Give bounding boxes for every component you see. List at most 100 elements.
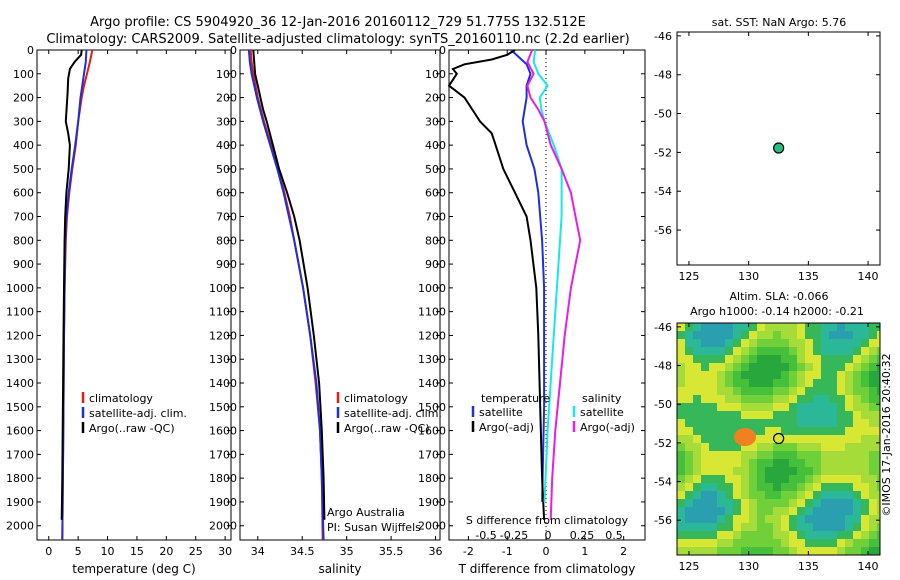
sla-cell [709, 507, 717, 515]
sla-cell [821, 339, 829, 347]
sla-cell [821, 547, 829, 555]
sla-cell [797, 467, 805, 475]
sla-cell [837, 331, 845, 339]
sla-cell [749, 395, 757, 403]
sla-cell [725, 323, 733, 331]
sla-cell [861, 435, 869, 443]
sla-cell [813, 387, 821, 395]
sla-cell [853, 499, 861, 507]
sla-cell [765, 411, 773, 419]
sla-cell [709, 531, 717, 539]
sla-cell [797, 483, 805, 491]
sla-cell [829, 483, 837, 491]
sla-cell [685, 355, 693, 363]
sla-cell [853, 363, 861, 371]
sla-cell [677, 507, 685, 515]
sla-cell [869, 419, 877, 427]
depth-tick-label-difference: 400 [425, 139, 446, 152]
sla-cell [733, 491, 741, 499]
sla-cell [845, 323, 853, 331]
sla-cell [749, 331, 757, 339]
sla-cell [717, 539, 725, 547]
sla-cell [709, 395, 717, 403]
sla-cell [677, 435, 685, 443]
sla-cell [845, 403, 853, 411]
sla-cell [725, 459, 733, 467]
sla-cell [821, 459, 829, 467]
sla-cell [693, 475, 701, 483]
sla-cell [805, 379, 813, 387]
sla-cell [797, 443, 805, 451]
sla-cell [685, 395, 693, 403]
sla-cell [749, 483, 757, 491]
sla-cell [717, 523, 725, 531]
sla-cell [869, 443, 877, 451]
sla-cell [805, 355, 813, 363]
sla-cell [781, 523, 789, 531]
sla-cell [861, 507, 869, 515]
sla-cell [773, 435, 781, 443]
sla-cell [725, 403, 733, 411]
sla-cell [741, 363, 749, 371]
sla-cell [733, 411, 741, 419]
sla-cell [749, 547, 757, 555]
imos-copyright-label: ©IMOS 17-Jan-2016 20:40:32 [880, 353, 893, 516]
sla-cell [717, 347, 725, 355]
sla-cell [781, 483, 789, 491]
sla-cell [685, 331, 693, 339]
sla-cell [709, 323, 717, 331]
sla-cell [837, 387, 845, 395]
sla-cell [853, 355, 861, 363]
sla-cell [757, 483, 765, 491]
sla-cell [797, 531, 805, 539]
sla-cell [837, 363, 845, 371]
sla-cell [829, 523, 837, 531]
sla-cell [821, 331, 829, 339]
x-tick-top-label-difference: 0.5 [605, 529, 623, 542]
sla-cell [709, 355, 717, 363]
sla-cell [741, 451, 749, 459]
sla-cell [685, 499, 693, 507]
sla-cell [693, 491, 701, 499]
map-y-tick-label-sst-map: -48 [654, 69, 672, 82]
sla-cell [773, 539, 781, 547]
depth-tick-label-difference: 1000 [418, 282, 446, 295]
legend-diff-temperature-label-1: Argo(-adj) [479, 421, 534, 434]
map-x-tick-label-sst-map: 125 [678, 270, 699, 283]
sla-cell [821, 451, 829, 459]
annotation-pi: PI: Susan Wijffels [327, 521, 421, 534]
argo-position-marker-sst-map [773, 142, 785, 154]
sla-cell [677, 339, 685, 347]
sla-cell [869, 395, 877, 403]
sla-cell [685, 523, 693, 531]
sla-cell [765, 363, 773, 371]
sla-cell [733, 531, 741, 539]
sla-cell [837, 427, 845, 435]
sla-cell [757, 499, 765, 507]
sla-cell [845, 363, 853, 371]
sla-cell [837, 499, 845, 507]
sla-cell [717, 507, 725, 515]
sla-cell [829, 443, 837, 451]
x-tick-label-temperature: 10 [101, 545, 115, 558]
sla-cell [821, 411, 829, 419]
sla-cell [813, 419, 821, 427]
sla-cell [853, 387, 861, 395]
sla-cell [773, 339, 781, 347]
sla-cell [709, 387, 717, 395]
sla-cell [685, 475, 693, 483]
sla-cell [773, 379, 781, 387]
sla-cell [709, 499, 717, 507]
sla-cell [813, 331, 821, 339]
sla-cell [789, 395, 797, 403]
sla-cell [725, 451, 733, 459]
sla-cell [741, 475, 749, 483]
map-x-tick-label-sst-map: 140 [858, 270, 879, 283]
sla-warm-anomaly [734, 428, 756, 446]
sla-cell [877, 403, 880, 411]
sla-cell [853, 371, 861, 379]
legend-temperature-label-0: climatology [89, 392, 153, 405]
sla-cell [701, 507, 709, 515]
sla-cell [869, 347, 877, 355]
sla-cell [773, 507, 781, 515]
